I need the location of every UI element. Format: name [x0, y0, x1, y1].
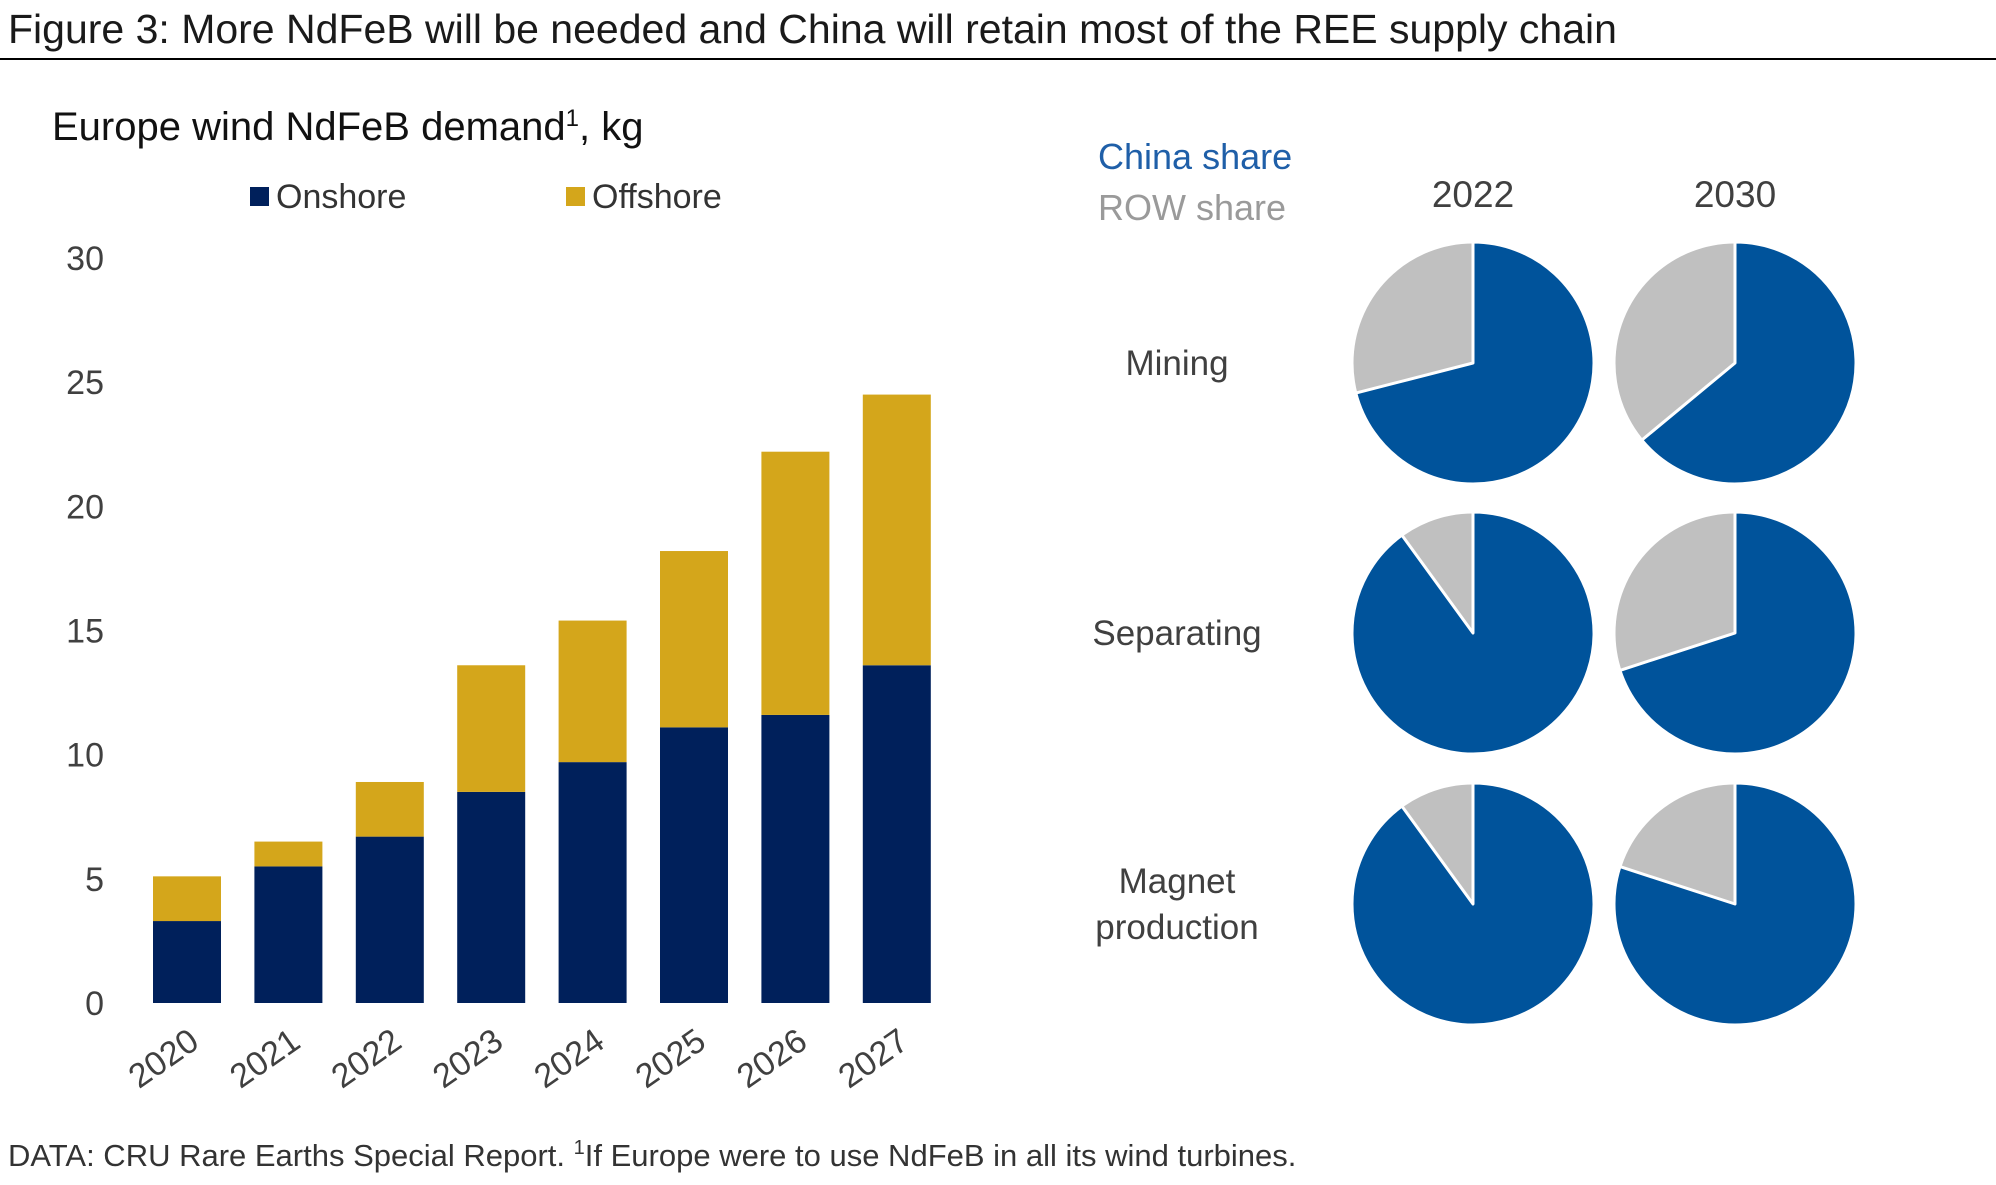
pie-slice-china-separating-2030 [1618, 510, 1858, 756]
row-label-magnet-production: Magnet [1119, 862, 1236, 901]
bar-chart-title: Europe wind NdFeB demand1, kg [52, 105, 643, 149]
y-tick-label: 30 [66, 240, 104, 278]
bar-chart-title-unit: , kg [579, 105, 643, 149]
bar-onshore-2023 [457, 791, 526, 1003]
y-tick-label: 0 [85, 985, 104, 1023]
bar-chart-title-text: Europe wind NdFeB demand [52, 105, 566, 149]
footnote-source: DATA: CRU Rare Earths Special Report. [8, 1138, 574, 1173]
pie-slice-china-mining-2022 [1354, 240, 1596, 486]
title-divider [0, 58, 1996, 60]
footnote-text: If Europe were to use NdFeB in all its w… [584, 1138, 1297, 1173]
y-tick-label: 20 [66, 488, 104, 526]
row-label-mining: Mining [1125, 344, 1228, 383]
bar-offshore-2020 [153, 876, 221, 922]
footnote-marker: 1 [573, 1137, 585, 1159]
pie-slice-china-mining-2030 [1640, 240, 1858, 486]
bar-onshore-2024 [558, 762, 627, 1003]
bar-onshore-2022 [355, 836, 424, 1003]
pie-slice-china-separating-2022 [1350, 510, 1596, 756]
y-tick-label: 10 [66, 737, 104, 775]
x-tick-label-2026: 2026 [730, 1021, 814, 1096]
y-tick-label: 5 [85, 861, 104, 899]
bar-onshore-2021 [254, 866, 323, 1003]
bar-onshore-2025 [660, 727, 728, 1003]
legend-china-share: China share [1098, 136, 1292, 177]
column-year-2030: 2030 [1694, 174, 1776, 215]
x-tick-label-2020: 2020 [122, 1021, 206, 1096]
pie-slice-china-magnet-production-2022 [1350, 781, 1596, 1027]
figure-title: Figure 3: More NdFeB will be needed and … [8, 6, 1617, 52]
bar-offshore-2021 [254, 841, 323, 867]
bar-onshore-2026 [761, 714, 830, 1003]
y-tick-label: 25 [66, 364, 104, 402]
bar-offshore-2022 [355, 781, 424, 837]
row-label-separating: Separating [1092, 614, 1261, 653]
legend-row-share: ROW share [1098, 187, 1286, 228]
legend-swatch-offshore [566, 187, 585, 206]
y-tick-label: 15 [66, 613, 104, 651]
pie-slice-china-magnet-production-2030 [1612, 781, 1858, 1027]
x-tick-label-2027: 2027 [832, 1021, 916, 1096]
bar-chart-title-sup: 1 [566, 105, 579, 132]
x-tick-label-2024: 2024 [527, 1021, 611, 1096]
footnote: DATA: CRU Rare Earths Special Report. 1I… [8, 1136, 1296, 1176]
bar-onshore-2020 [153, 921, 221, 1003]
x-tick-label-2023: 2023 [426, 1021, 510, 1096]
legend-swatch-onshore [250, 187, 269, 206]
bar-offshore-2025 [660, 551, 728, 728]
row-label-magnet-production: production [1095, 908, 1258, 947]
bar-offshore-2024 [558, 620, 627, 763]
x-tick-label-2021: 2021 [223, 1021, 307, 1096]
bar-onshore-2027 [862, 665, 931, 1003]
x-tick-label-2025: 2025 [629, 1021, 713, 1096]
bar-offshore-2027 [862, 394, 931, 666]
legend-label-onshore: Onshore [276, 178, 406, 216]
bar-offshore-2023 [457, 665, 526, 792]
x-tick-label-2022: 2022 [325, 1021, 409, 1096]
bar-offshore-2026 [761, 451, 830, 715]
column-year-2022: 2022 [1432, 174, 1514, 215]
legend-label-offshore: Offshore [592, 178, 722, 216]
